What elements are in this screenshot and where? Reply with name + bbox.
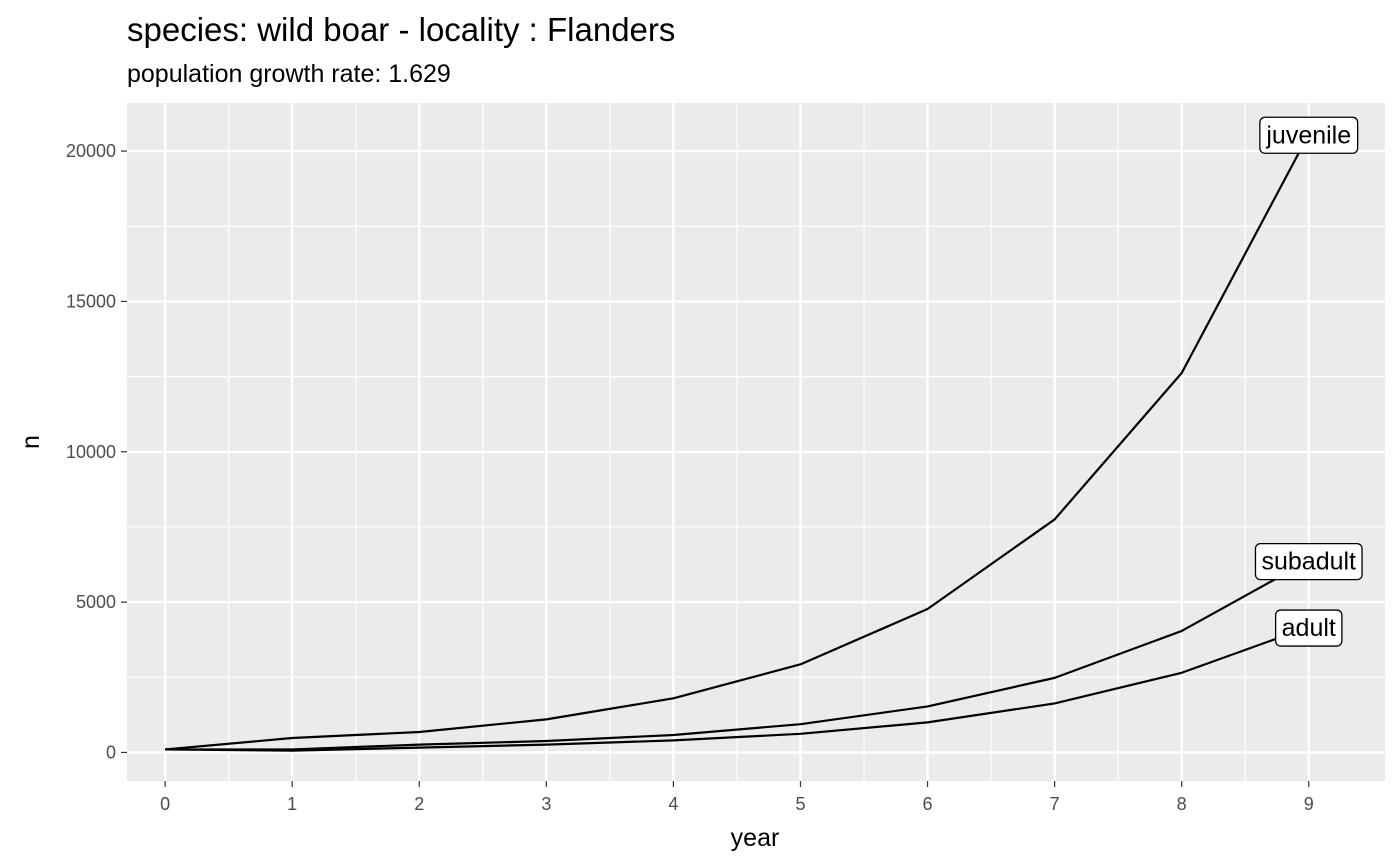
y-axis-title: n: [17, 435, 45, 449]
series-line-subadult: [165, 559, 1310, 751]
series-labels: juvenile subadult adult: [1254, 116, 1363, 647]
y-tick-label: 15000: [66, 291, 116, 311]
series-label-text: adult: [1282, 614, 1336, 642]
series-label-box: [1254, 542, 1363, 581]
y-tick-label: 20000: [66, 141, 116, 161]
x-tick-label: 7: [1050, 794, 1060, 814]
x-tick-label: 1: [287, 794, 297, 814]
y-axis: 0 5000 10000 15000 20000: [66, 141, 127, 762]
series-line-adult: [165, 626, 1310, 752]
series-label-box: [1259, 116, 1359, 154]
x-axis: 0 1 2 3 4 5 6 7 8 9: [160, 781, 1314, 814]
y-tick-label: 10000: [66, 442, 116, 462]
y-tick-label: 0: [106, 742, 116, 762]
minor-gridlines: [127, 103, 1385, 781]
x-axis-title: year: [731, 824, 780, 852]
series-label-juvenile: juvenile: [1259, 116, 1359, 154]
series-lines: [165, 133, 1310, 752]
x-tick-label: 3: [541, 794, 551, 814]
series-label-text: subadult: [1261, 548, 1356, 576]
major-gridlines: [127, 103, 1385, 781]
chart-title: species: wild boar - locality : Flanders: [127, 11, 675, 48]
x-tick-label: 2: [414, 794, 424, 814]
series-label-adult: adult: [1274, 609, 1343, 647]
plot-panel: [127, 103, 1385, 781]
x-tick-label: 5: [795, 794, 805, 814]
series-line-juvenile: [165, 133, 1310, 751]
x-tick-label: 9: [1304, 794, 1314, 814]
x-tick-label: 0: [160, 794, 170, 814]
series-label-box: [1274, 609, 1343, 647]
series-label-subadult: subadult: [1254, 542, 1363, 581]
series-label-text: juvenile: [1265, 121, 1351, 149]
x-tick-label: 6: [923, 794, 933, 814]
x-tick-label: 8: [1177, 794, 1187, 814]
chart-subtitle: population growth rate: 1.629: [127, 60, 451, 88]
y-tick-label: 5000: [76, 592, 116, 612]
x-tick-label: 4: [668, 794, 678, 814]
